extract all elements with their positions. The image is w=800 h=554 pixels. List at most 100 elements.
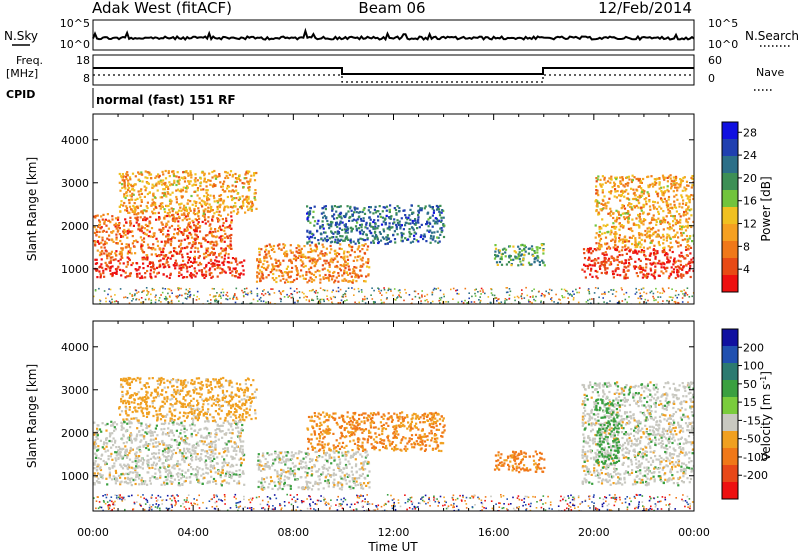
heatmap-cell-6 [690,258,693,261]
heatmap-cell-2 [227,176,230,179]
heatmap-cell-2 [157,173,160,176]
heatmap-cell-2 [125,172,128,175]
heatmap-cell-7 [686,226,689,229]
heatmap-cell-4 [414,232,418,235]
heatmap-cell-near [304,295,307,298]
heatmap-cell-near [144,298,147,301]
heatmap-cell-0 [170,438,173,441]
heatmap-cell-3 [325,277,328,280]
heatmap-cell-3 [332,275,335,278]
heatmap-cell-7 [610,239,613,242]
heatmap-cell-3 [272,244,276,248]
heatmap-cell-4 [429,216,432,219]
heatmap-cell-near [322,289,325,291]
heatmap-cell-7 [680,231,683,235]
heatmap-cell-near [670,296,672,298]
heatmap-cell-0 [170,450,173,453]
heatmap-cell-6 [676,273,679,276]
heatmap-cell-0 [213,467,216,470]
heatmap-cell-1 [194,246,197,249]
heatmap-cell-0 [223,270,226,273]
heatmap-cell-near [593,292,596,294]
heatmap-cell-3 [328,279,331,282]
heatmap-cell-near [550,289,553,292]
heatmap-cell-2 [178,190,181,193]
heatmap-cell-near [686,287,689,289]
heatmap-cell-6 [676,268,679,271]
heatmap-cell-0 [106,265,110,268]
heatmap-cell-1 [226,226,229,229]
heatmap-cell-2 [214,177,218,180]
heatmap-cell-4 [423,207,426,210]
heatmap-cell-3 [273,278,276,282]
heatmap-cell-7 [609,181,612,184]
heatmap-cell-7 [639,232,642,235]
heatmap-cell-7 [676,221,679,225]
heatmap-cell-4 [381,216,384,219]
heatmap-cell-4 [323,214,326,217]
heatmap-cell-0 [214,433,217,436]
heatmap-cell-1 [149,235,152,238]
heatmap-cell-2 [158,174,161,177]
heatmap-cell-near [337,290,340,293]
heatmap-cell-0 [96,472,100,475]
heatmap-cell-3 [346,273,350,276]
heatmap-cell-0 [231,274,234,277]
heatmap-cell-near [269,301,272,304]
heatmap-cell-1 [178,252,181,255]
heatmap-cell-0 [209,460,212,463]
heatmap-cell-near [408,294,411,296]
heatmap-cell-7 [640,222,643,225]
heatmap-cell-7 [650,234,653,237]
heatmap-cell-4 [319,225,322,228]
heatmap-cell-7 [669,241,672,244]
heatmap-cell-2 [219,199,222,202]
heatmap-cell-1 [111,218,114,221]
heatmap-cell-4 [404,237,407,240]
heatmap-cell-7 [635,217,638,220]
heatmap-cell-4 [322,239,325,242]
heatmap-cell-7 [627,240,631,243]
heatmap-cell-7 [647,194,651,197]
heatmap-cell-6 [610,256,613,259]
nsky-tick-low: 10^0 [60,38,90,51]
heatmap-cell-4 [357,216,360,219]
heatmap-cell-2 [184,170,188,173]
heatmap-cell-2 [247,208,250,211]
heatmap-cell-3 [318,274,321,277]
heatmap-cell-1 [196,235,199,239]
heatmap-cell-2 [136,206,140,210]
heatmap-cell-0 [162,266,165,269]
heatmap-cell-4 [362,230,365,234]
heatmap-cell-7 [624,240,627,243]
heatmap-cell-near [188,288,191,290]
heatmap-cell-1 [229,247,233,250]
heatmap-cell-7 [638,196,641,199]
heatmap-cell-7 [687,205,690,208]
heatmap-cell-0 [157,452,160,455]
heatmap-cell-4 [362,238,365,242]
heatmap-cell-2 [189,180,192,183]
heatmap-cell-5 [516,257,519,260]
heatmap-cell-2 [207,179,210,182]
heatmap-cell-7 [646,191,649,194]
heatmap-cell-6 [629,255,632,259]
heatmap-cell-1 [219,235,223,238]
heatmap-cell-0 [192,261,195,264]
heatmap-cell-0 [220,482,223,486]
heatmap-cell-7 [661,191,664,194]
heatmap-cell-1 [145,254,148,257]
heatmap-cell-7 [615,218,618,221]
heatmap-cell-0 [180,268,183,271]
heatmap-cell-7 [657,242,660,245]
heatmap-cell-4 [420,223,423,226]
heatmap-cell-2 [218,210,221,213]
heatmap-cell-4 [309,235,312,238]
heatmap-cell-7 [621,206,624,209]
heatmap-cell-1 [116,224,119,227]
heatmap-cell-1 [203,237,206,240]
heatmap-cell-4 [325,240,328,243]
heatmap-cell-7 [683,238,687,241]
heatmap-cell-0 [135,435,138,438]
heatmap-cell-4 [440,219,443,222]
